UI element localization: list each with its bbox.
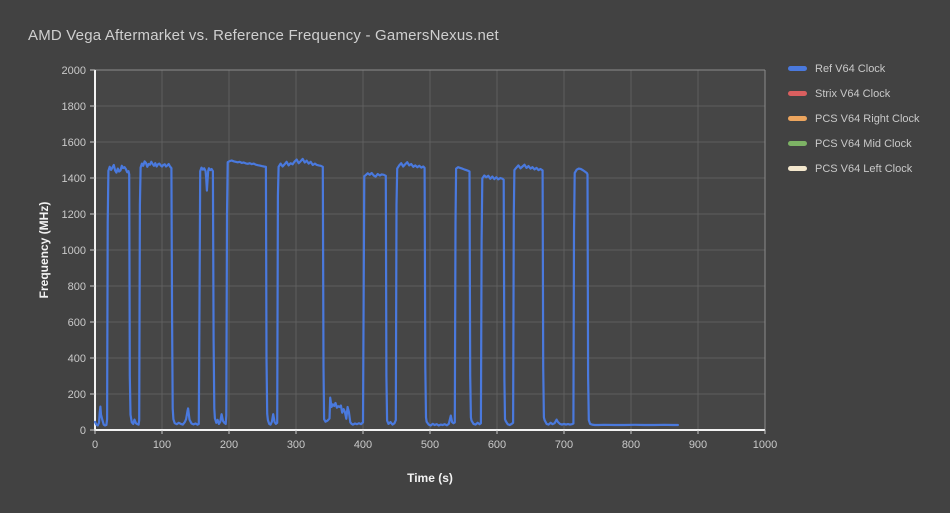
x-tick-label: 500 (421, 439, 439, 451)
y-tick-label: 2000 (62, 65, 86, 77)
legend-item-label: Strix V64 Clock (815, 87, 891, 100)
legend-swatch-strix-v64-clock (788, 91, 807, 96)
legend-item-pcs-v64-right-clock[interactable]: PCS V64 Right Clock (788, 112, 920, 125)
legend: Ref V64 Clock Strix V64 Clock PCS V64 Righ… (788, 62, 920, 187)
legend-swatch-pcs-v64-right-clock (788, 116, 807, 121)
y-tick-label: 800 (68, 281, 86, 293)
x-tick-label: 100 (153, 439, 171, 451)
y-axis-title: Frequency (MHz) (37, 201, 51, 299)
legend-item-strix-v64-clock[interactable]: Strix V64 Clock (788, 87, 920, 100)
legend-item-label: PCS V64 Left Clock (815, 162, 913, 175)
y-tick-label: 400 (68, 353, 86, 365)
legend-swatch-ref-v64-clock (788, 66, 807, 71)
x-axis-title: Time (s) (407, 471, 453, 485)
x-tick-label: 200 (220, 439, 238, 451)
y-tick-label: 1400 (62, 173, 86, 185)
x-tick-label: 600 (488, 439, 506, 451)
legend-item-label: PCS V64 Right Clock (815, 112, 920, 125)
x-tick-label: 1000 (753, 439, 777, 451)
legend-item-ref-v64-clock[interactable]: Ref V64 Clock (788, 62, 920, 75)
y-tick-label: 0 (80, 425, 86, 437)
y-tick-label: 600 (68, 317, 86, 329)
y-tick-label: 200 (68, 389, 86, 401)
y-tick-label: 1600 (62, 137, 86, 149)
legend-item-pcs-v64-mid-clock[interactable]: PCS V64 Mid Clock (788, 137, 920, 150)
x-tick-label: 0 (92, 439, 98, 451)
legend-item-pcs-v64-left-clock[interactable]: PCS V64 Left Clock (788, 162, 920, 175)
x-tick-label: 900 (689, 439, 707, 451)
x-tick-label: 400 (354, 439, 372, 451)
legend-swatch-pcs-v64-left-clock (788, 166, 807, 171)
x-tick-label: 700 (555, 439, 573, 451)
chart-title: AMD Vega Aftermarket vs. Reference Frequ… (28, 27, 499, 44)
legend-item-label: PCS V64 Mid Clock (815, 137, 912, 150)
y-tick-label: 1200 (62, 209, 86, 221)
y-tick-label: 1000 (62, 245, 86, 257)
series-line-ref-v64-clock (93, 157, 679, 427)
y-tick-label: 1800 (62, 101, 86, 113)
legend-item-label: Ref V64 Clock (815, 62, 886, 75)
legend-swatch-pcs-v64-mid-clock (788, 141, 807, 146)
x-tick-label: 800 (622, 439, 640, 451)
x-tick-label: 300 (287, 439, 305, 451)
